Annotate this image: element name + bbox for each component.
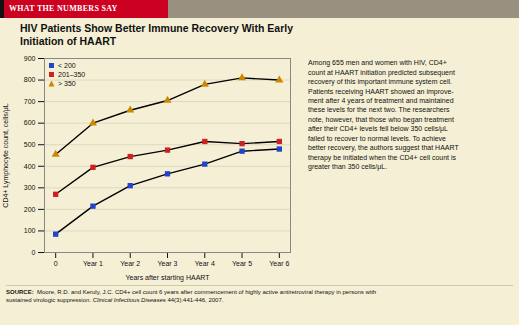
html-text:WHAT THE NUMBERS SAY: WHAT THE NUMBERS SAY (9, 4, 118, 13)
svg-text:0: 0 (54, 261, 58, 268)
svg-text:500: 500 (24, 141, 36, 148)
svg-text:Year 1: Year 1 (83, 261, 103, 268)
svg-text:Year 5: Year 5 (232, 261, 252, 268)
svg-text:700: 700 (24, 98, 36, 105)
svg-text:Year 3: Year 3 (158, 261, 178, 268)
svg-text:900: 900 (24, 55, 36, 62)
svg-text:Year 6: Year 6 (269, 261, 289, 268)
html-text:HIV Patients Show Better Immun: HIV Patients Show Better Immune Recovery… (20, 22, 293, 48)
svg-text:600: 600 (24, 120, 36, 127)
svg-text:300: 300 (24, 184, 36, 191)
svg-text:200: 200 (24, 206, 36, 213)
svg-text:400: 400 (24, 163, 36, 170)
html-text:> 350: > 350 (58, 80, 76, 88)
svg-text:800: 800 (24, 77, 36, 84)
svg-text:CD4+ Lymphocyte count, cells/μ: CD4+ Lymphocyte count, cells/μL (2, 103, 10, 207)
svg-text:Years after starting HAART: Years after starting HAART (125, 274, 210, 282)
html-text:201–350: 201–350 (58, 71, 86, 79)
html-text:Among 655 men and women with H: Among 655 men and women with HIV, CD4+ c… (308, 59, 459, 171)
html-text:< 200: < 200 (58, 62, 76, 70)
svg-text:0: 0 (32, 249, 36, 256)
svg-text:Year 4: Year 4 (195, 261, 215, 268)
svg-text:Year 2: Year 2 (120, 261, 140, 268)
svg-text:100: 100 (24, 227, 36, 234)
html-text:SOURCE: Moore, R.D. and Keruly: SOURCE: Moore, R.D. and Keruly, J.C. CD4… (6, 289, 377, 303)
